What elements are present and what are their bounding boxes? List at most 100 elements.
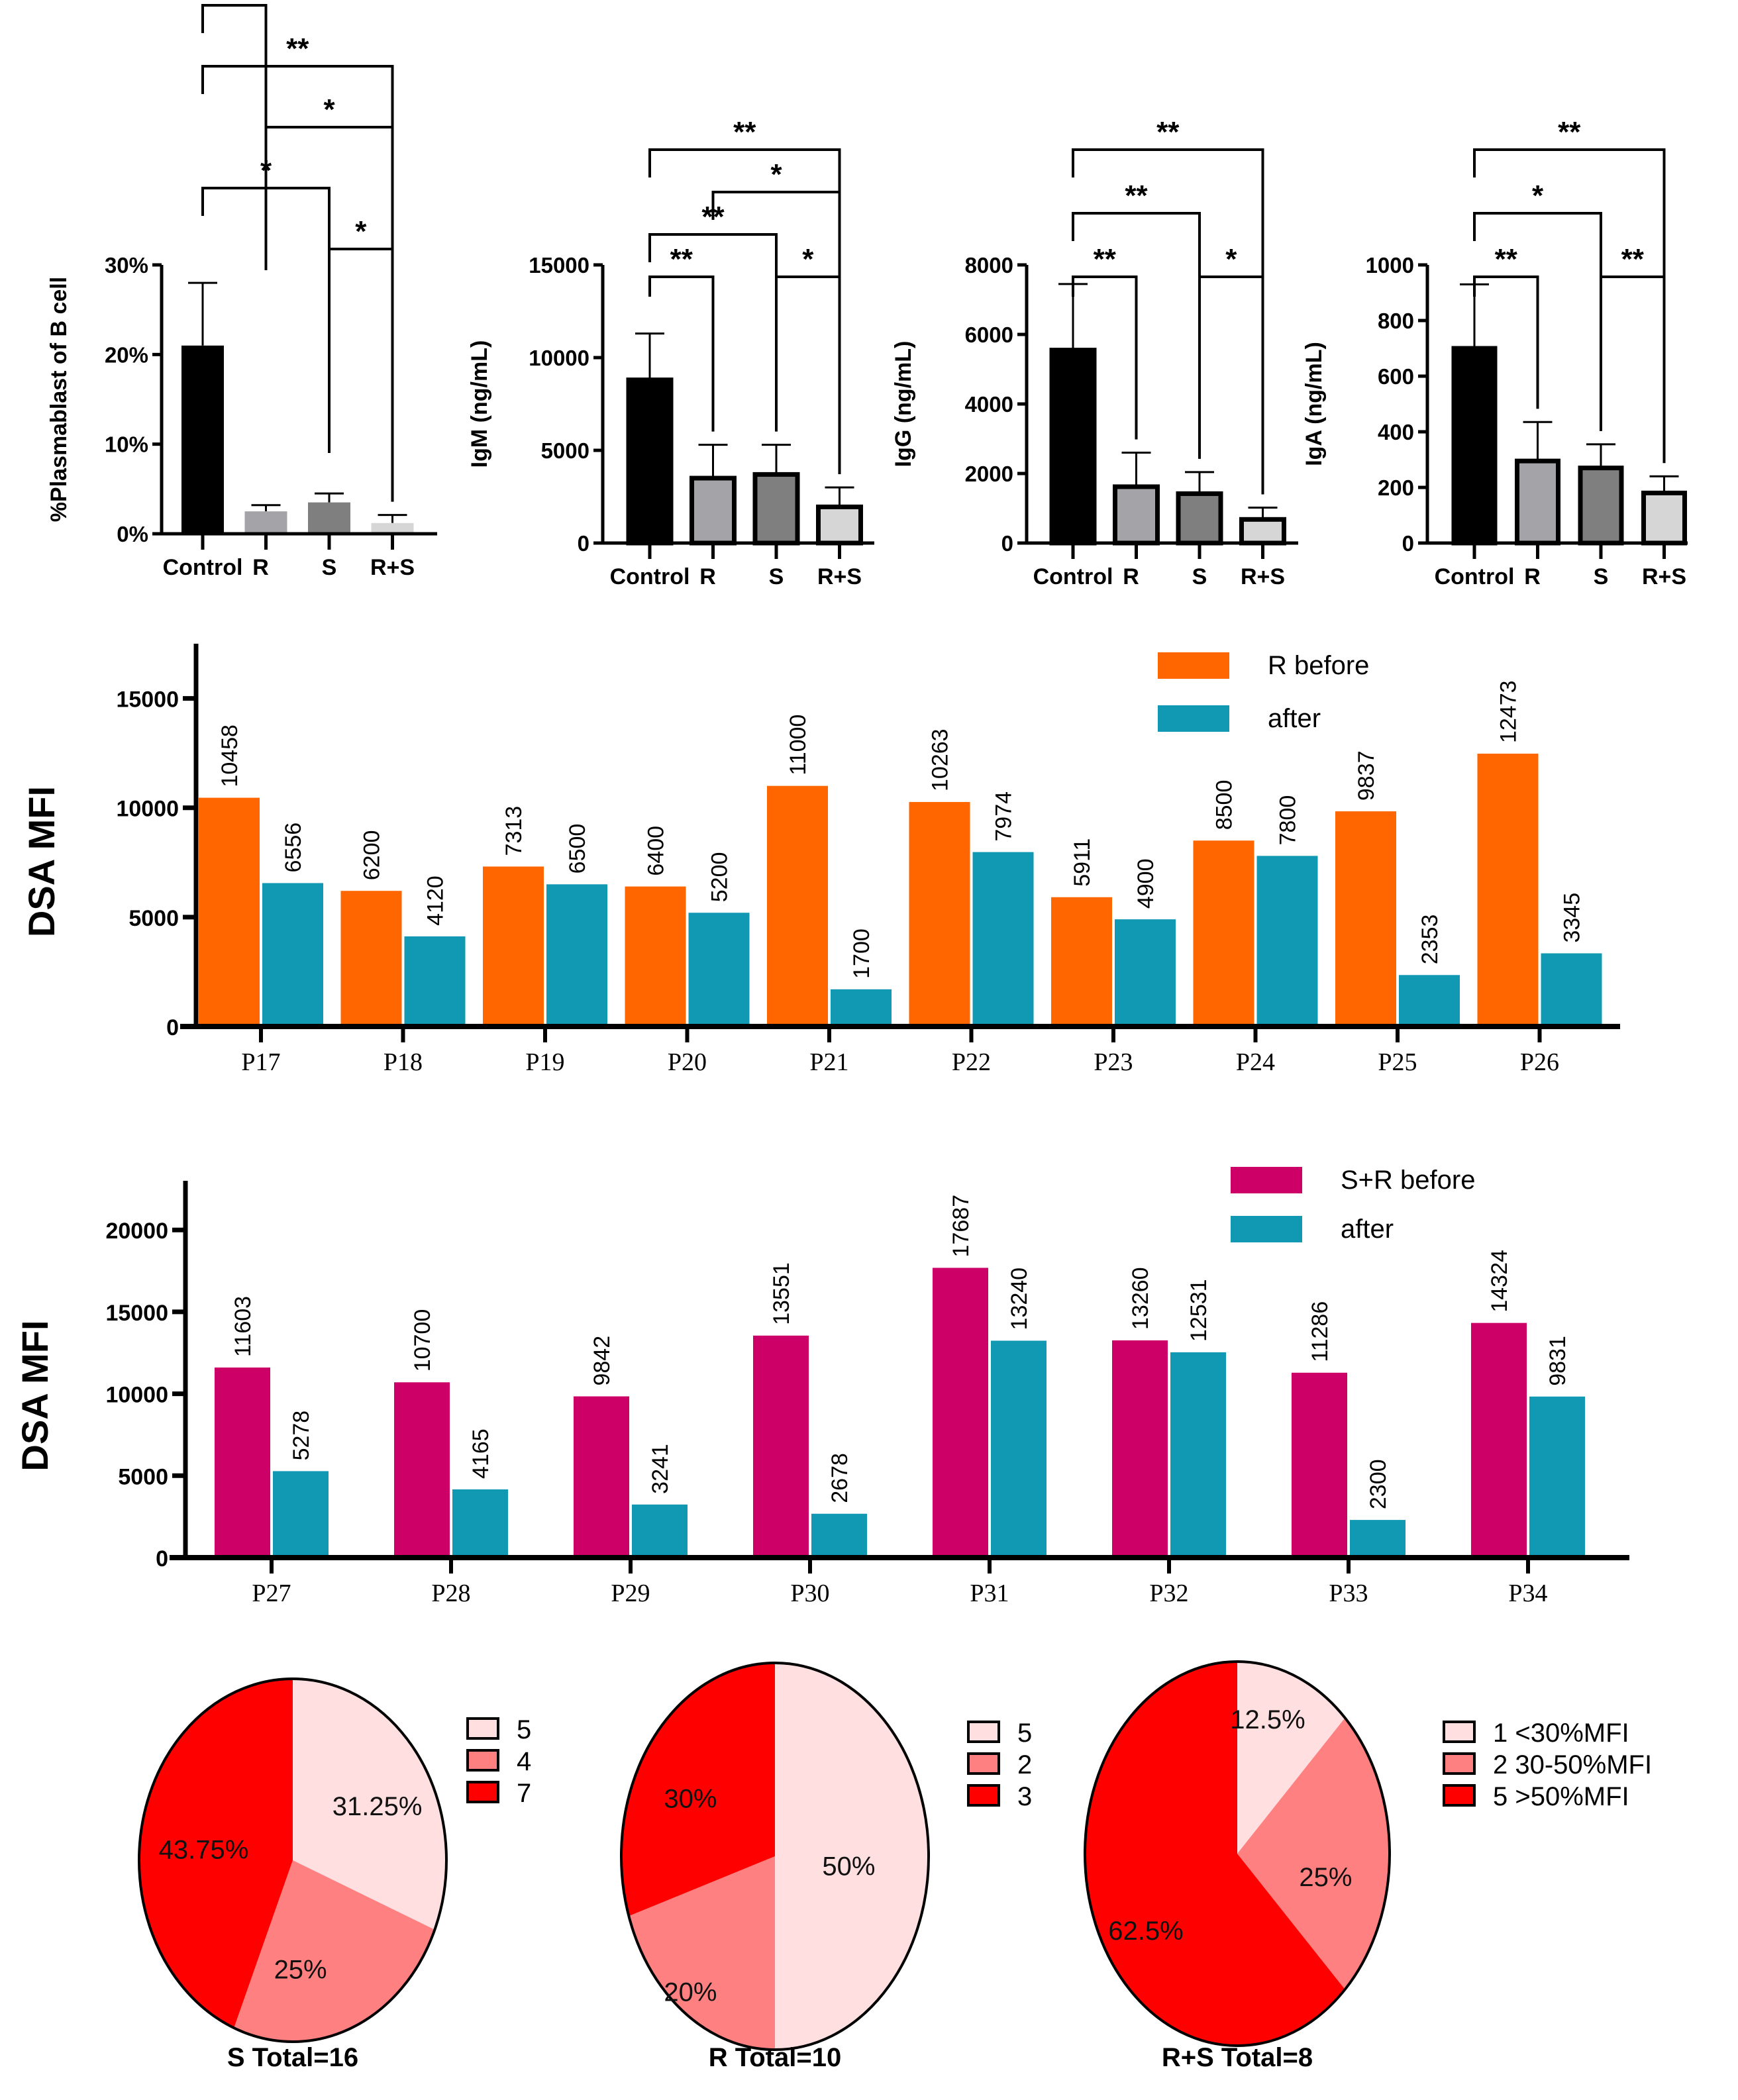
chart-dsa-sr: 11603 5278 P27 10700 4165 P28 9842 3241 P29 13551… <box>14 1166 1629 1607</box>
significance-label: ** <box>1621 243 1645 275</box>
bar-p34-after <box>1529 1396 1585 1558</box>
chart-plasmablast: 0% 10% 20% 30% Control R S R+S %Plasmablast of B… <box>46 0 437 580</box>
bar-rpluss <box>371 523 414 534</box>
significance-bracket <box>1600 275 1666 464</box>
significance-label: * <box>260 154 272 187</box>
legend-swatch-before <box>1231 1167 1302 1193</box>
data-label: 6556 <box>281 823 306 873</box>
x-tick-label: P28 <box>431 1579 470 1607</box>
significance-bracket <box>648 148 841 415</box>
pie-slice <box>1237 1717 1390 1990</box>
bar-s <box>1578 466 1624 546</box>
pie-slice-label: 50% <box>822 1852 875 1881</box>
y-tick-label: 0 <box>578 531 589 556</box>
bar-s <box>308 502 350 534</box>
significance-bracket <box>201 4 268 270</box>
legend-label: after <box>1341 1215 1394 1244</box>
bar-p26-after <box>1541 953 1602 1026</box>
y-tick-label: 2000 <box>965 462 1013 486</box>
y-tick-label: 600 <box>1378 364 1414 389</box>
pie-slice <box>621 1663 775 1917</box>
data-label: 12531 <box>1186 1279 1211 1342</box>
legend-swatch <box>466 1749 499 1772</box>
significance-label: ** <box>1156 116 1180 148</box>
x-tick-label: Control <box>1033 564 1113 589</box>
x-tick-label: Control <box>610 564 690 589</box>
significance-label: ** <box>733 116 756 148</box>
y-tick-label: 20% <box>105 342 148 367</box>
y-tick-label: 0% <box>117 522 148 546</box>
significance-bracket <box>1072 275 1138 440</box>
pie-slice-label: 25% <box>274 1955 327 1984</box>
data-label: 5278 <box>289 1411 314 1461</box>
data-label: 6500 <box>565 824 590 874</box>
y-axis-label: IgA (ng/mL) <box>1302 342 1327 466</box>
y-tick-label: 15000 <box>116 687 179 713</box>
data-label: 4900 <box>1133 859 1158 909</box>
legend-swatch <box>466 1717 499 1740</box>
significance-bracket <box>1072 148 1264 415</box>
significance-label: ** <box>1125 179 1148 212</box>
legend-label: 2 <box>1017 1750 1032 1779</box>
y-tick-label: 10% <box>105 432 148 457</box>
bar-p20-after <box>688 913 750 1026</box>
pie-slice-label: 62.5% <box>1108 1917 1183 1946</box>
pie-outline <box>138 1677 448 2043</box>
bar-p18-before <box>340 891 402 1026</box>
legend-label: 4 <box>517 1747 531 1776</box>
pie-slice-label: 12.5% <box>1230 1705 1305 1734</box>
significance-bracket <box>648 233 778 432</box>
bar-p27-after <box>273 1471 329 1558</box>
significance-bracket <box>1473 212 1602 431</box>
data-label: 3345 <box>1560 893 1585 943</box>
data-label: 14324 <box>1487 1250 1512 1313</box>
x-tick-label: P17 <box>241 1048 280 1076</box>
bar-p25-after <box>1399 975 1460 1026</box>
bar-p30-after <box>811 1513 867 1558</box>
bar-control <box>626 377 674 546</box>
bar-p30-before <box>753 1335 809 1558</box>
legend-label: after <box>1268 704 1321 733</box>
bar-p28-after <box>452 1489 508 1558</box>
y-tick-label: 5000 <box>541 438 589 463</box>
legend-label: 7 <box>517 1779 531 1808</box>
y-tick-label: 8000 <box>965 253 1013 277</box>
bar-p19-before <box>483 866 544 1026</box>
y-tick-label: 10000 <box>105 1383 168 1408</box>
data-label: 8500 <box>1212 780 1237 830</box>
significance-bracket <box>201 187 331 453</box>
legend-label: 5 <box>1017 1719 1032 1748</box>
significance-label: * <box>1532 179 1544 212</box>
bar-p27-before <box>215 1367 270 1558</box>
x-tick-label: R+S <box>1642 564 1686 589</box>
pie-title: R+S Total=8 <box>1162 2043 1313 2072</box>
significance-bracket <box>1072 212 1201 459</box>
significance-label: * <box>229 0 240 4</box>
pie-slice-label: 31.25% <box>332 1792 423 1821</box>
bar-rpluss <box>1239 517 1286 546</box>
y-tick-label: 4000 <box>965 392 1013 417</box>
data-label: 7800 <box>1276 795 1301 846</box>
bar-p21-after <box>831 989 892 1026</box>
data-label: 9842 <box>589 1336 615 1386</box>
significance-label: * <box>802 243 814 275</box>
legend-label: 5 >50%MFI <box>1493 1782 1629 1811</box>
y-tick-label: 0 <box>156 1546 168 1572</box>
pie-slice <box>629 1856 775 2050</box>
bar-p31-before <box>933 1268 988 1558</box>
bar-p17-after <box>262 883 323 1026</box>
data-label: 11286 <box>1307 1301 1333 1362</box>
legend-swatch <box>1443 1752 1476 1775</box>
y-tick-label: 5000 <box>128 906 179 931</box>
legend-label: 1 <30%MFI <box>1493 1719 1629 1748</box>
significance-label: ** <box>1558 116 1581 148</box>
y-tick-label: 20000 <box>105 1219 168 1244</box>
bar-p32-before <box>1112 1340 1168 1558</box>
significance-label: ** <box>670 243 693 275</box>
x-tick-label: P25 <box>1378 1048 1417 1076</box>
bar-p22-before <box>909 802 970 1026</box>
pie-outline <box>1084 1660 1391 2047</box>
y-axis-label: %Plasmablast of B cell <box>46 277 72 522</box>
